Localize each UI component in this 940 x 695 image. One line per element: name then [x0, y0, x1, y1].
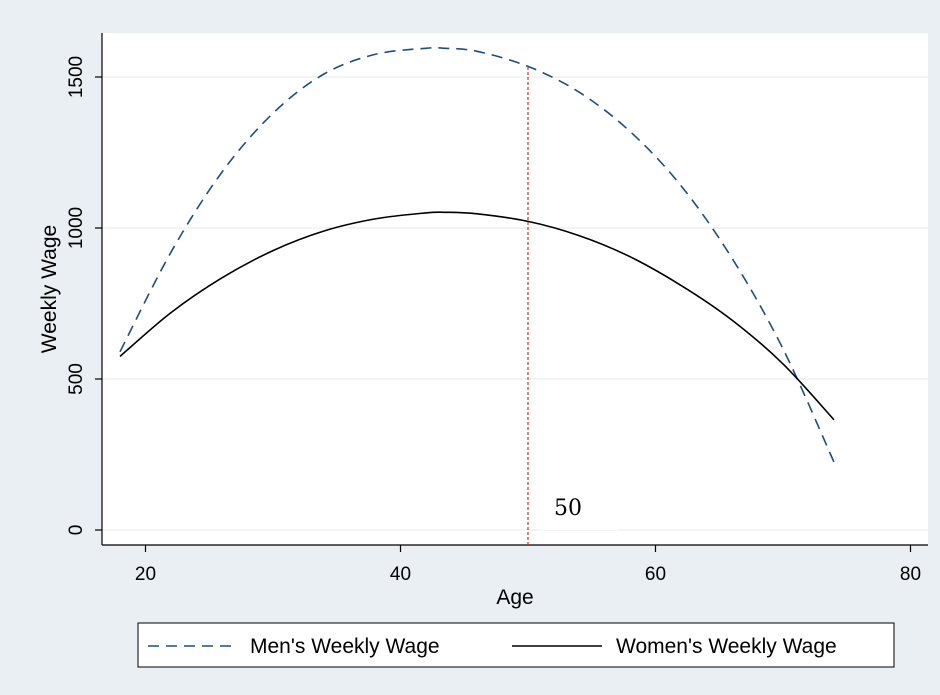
series-line-0: [119, 46, 835, 463]
y-axis-ticks: 0 500 1000 1500: [66, 56, 102, 535]
plot-area: [102, 33, 928, 545]
y-tick-label-0: 0: [66, 525, 87, 536]
legend: Men's Weekly Wage Women's Weekly Wage: [137, 622, 895, 668]
y-tick-label-1000: 1000: [66, 207, 87, 249]
x-axis-title: Age: [496, 586, 533, 609]
y-tick-label-1500: 1500: [66, 56, 87, 98]
y-tick-label-500: 500: [66, 363, 87, 395]
x-tick-label-60: 60: [645, 564, 666, 585]
legend-box: [137, 622, 895, 668]
x-tick-label-20: 20: [135, 564, 156, 585]
legend-label-men: Men's Weekly Wage: [250, 635, 440, 658]
x-tick-label-40: 40: [390, 564, 411, 585]
annotation-background: [540, 490, 618, 530]
x-axis-ticks: 20 40 60 80: [135, 545, 921, 585]
y-axis-title: Weekly Wage: [38, 225, 61, 353]
reference-annotation: 50: [554, 496, 582, 521]
x-tick-label-80: 80: [900, 564, 921, 585]
gridlines: [102, 76, 928, 531]
series-line-1: [119, 211, 835, 421]
series-lines: [119, 46, 835, 463]
legend-label-women: Women's Weekly Wage: [616, 635, 837, 658]
